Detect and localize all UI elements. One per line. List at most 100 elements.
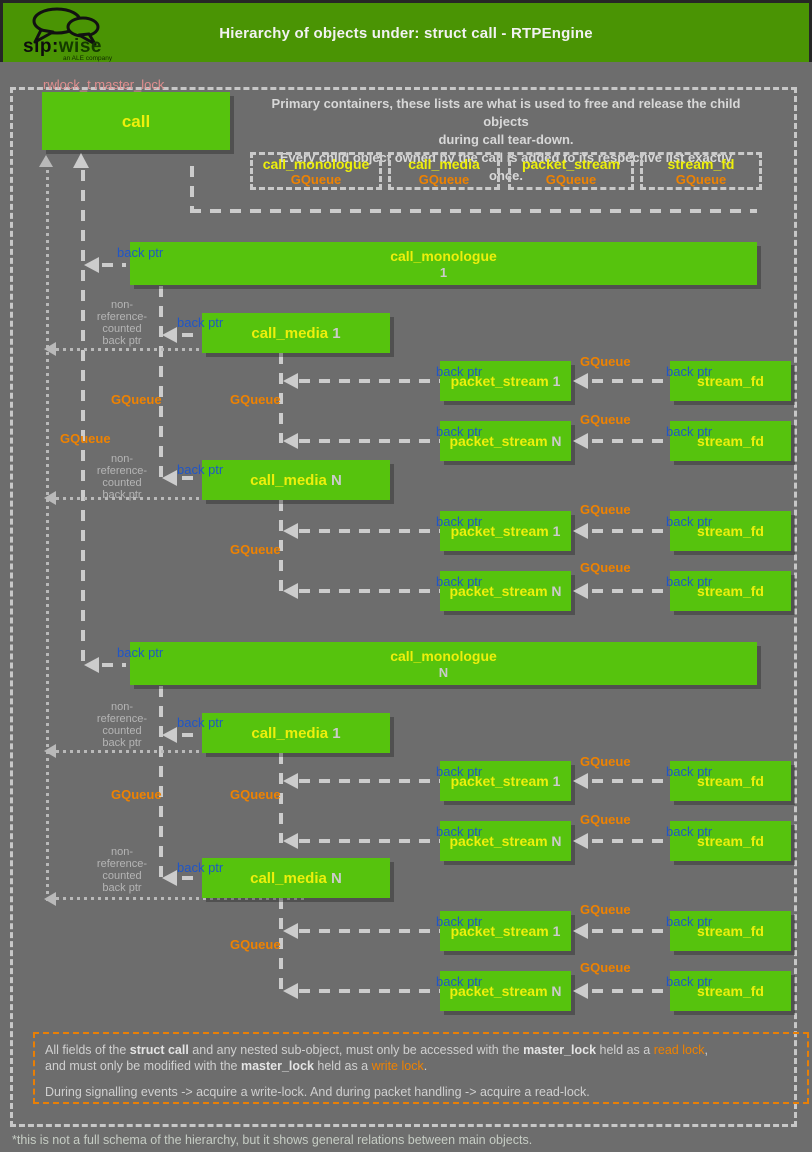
connector-line	[592, 379, 668, 383]
arrow-left-icon	[283, 833, 298, 849]
connector-line	[299, 439, 440, 443]
gqueue-label: GQueue	[230, 787, 281, 802]
nonref-backptr-label: non-reference- counted back ptr	[96, 701, 148, 749]
connector-line	[299, 529, 440, 533]
connector-line	[299, 589, 440, 593]
packet-stream-n-box: packet_stream N	[440, 821, 571, 861]
arrow-left-icon	[283, 983, 298, 999]
connector-line	[592, 779, 668, 783]
arrow-left-icon	[44, 744, 56, 758]
gqueue-label: GQueue	[580, 754, 631, 769]
back-ptr-label: back ptr	[177, 860, 224, 875]
gqueue-label: GQueue	[111, 787, 162, 802]
connector-line	[182, 333, 200, 337]
connector-line	[592, 589, 668, 593]
stream-fd-box: stream_fd	[670, 761, 791, 801]
back-ptr-label: back ptr	[666, 514, 713, 529]
connector-line	[299, 929, 440, 933]
back-ptr-label: back ptr	[436, 574, 483, 589]
master-lock-label: rwlock_t master_lock	[43, 77, 165, 92]
arrow-left-icon	[44, 342, 56, 356]
note-line-2: and must only be modified with the maste…	[45, 1059, 428, 1073]
footnote: *this is not a full schema of the hierar…	[12, 1133, 533, 1147]
connector-line	[299, 839, 440, 843]
connector-line	[102, 263, 126, 267]
legend-box-call-media: call_media GQueue	[388, 152, 500, 190]
arrow-left-icon	[573, 983, 588, 999]
gqueue-label: GQueue	[230, 937, 281, 952]
media-n-box: call_media N	[202, 858, 390, 898]
arrow-left-icon	[44, 491, 56, 505]
gqueue-label: GQueue	[580, 354, 631, 369]
gqueue-label: GQueue	[580, 560, 631, 575]
media-queue-line	[159, 286, 163, 478]
gqueue-label: GQueue	[111, 392, 162, 407]
connector-line	[592, 989, 668, 993]
back-ptr-label: back ptr	[117, 245, 164, 260]
packet-stream-n-box: packet_stream N	[440, 571, 571, 611]
arrow-left-icon	[162, 870, 177, 886]
nonref-backptr-line	[56, 497, 304, 500]
back-ptr-label: back ptr	[666, 424, 713, 439]
gqueue-label: GQueue	[230, 392, 281, 407]
note-line-3: During signalling events -> acquire a wr…	[45, 1085, 590, 1099]
stream-queue-line	[279, 898, 283, 993]
packet-stream-1-box: packet_stream 1	[440, 911, 571, 951]
connector-line	[592, 929, 668, 933]
back-ptr-label: back ptr	[436, 424, 483, 439]
stream-queue-line	[279, 500, 283, 593]
packet-stream-n-box: packet_stream N	[440, 421, 571, 461]
connector-line	[299, 989, 440, 993]
back-ptr-label: back ptr	[436, 364, 483, 379]
arrow-left-icon	[162, 470, 177, 486]
back-ptr-label: back ptr	[117, 645, 164, 660]
connector-line	[182, 733, 200, 737]
nonref-backptr-line	[56, 348, 304, 351]
back-ptr-label: back ptr	[666, 764, 713, 779]
stream-fd-box: stream_fd	[670, 361, 791, 401]
media-1-box: call_media 1	[202, 313, 390, 353]
connector-line	[592, 839, 668, 843]
back-ptr-label: back ptr	[436, 914, 483, 929]
legend-box-call-monologue: call_monologue GQueue	[250, 152, 382, 190]
arrow-left-icon	[283, 583, 298, 599]
stream-fd-box: stream_fd	[670, 421, 791, 461]
back-ptr-label: back ptr	[666, 364, 713, 379]
arrow-left-icon	[573, 923, 588, 939]
speech-bubbles-icon	[32, 7, 100, 46]
nonref-backptr-label: non-reference- counted back ptr	[96, 846, 148, 894]
arrow-left-icon	[44, 892, 56, 906]
nonref-backptr-label: non-reference- counted back ptr	[96, 299, 148, 347]
arrow-left-icon	[573, 833, 588, 849]
gqueue-label: GQueue	[580, 502, 631, 517]
arrow-left-icon	[84, 257, 99, 273]
logo-subtitle: an ALE company	[63, 55, 113, 62]
connector-line	[299, 779, 440, 783]
sipwise-logo: sip:wise an ALE company	[17, 6, 137, 62]
arrow-up-icon	[39, 155, 53, 167]
arrow-left-icon	[283, 523, 298, 539]
gqueue-label: GQueue	[580, 902, 631, 917]
back-ptr-label: back ptr	[177, 715, 224, 730]
nonref-backptr-label: non-reference- counted back ptr	[96, 453, 148, 501]
arrow-left-icon	[573, 583, 588, 599]
gqueue-label: GQueue	[580, 812, 631, 827]
arrow-left-icon	[283, 373, 298, 389]
lock-note-box: All fields of the struct call and any ne…	[33, 1032, 809, 1104]
packet-stream-1-box: packet_stream 1	[440, 361, 571, 401]
packet-stream-n-box: packet_stream N	[440, 971, 571, 1011]
arrow-left-icon	[573, 433, 588, 449]
arrow-left-icon	[162, 727, 177, 743]
monologue-n-box: call_monologue N	[130, 642, 757, 685]
packet-stream-1-box: packet_stream 1	[440, 511, 571, 551]
arrow-up-icon	[73, 153, 89, 168]
connector-line	[592, 439, 668, 443]
monologue-1-box: call_monologue 1	[130, 242, 757, 285]
diagram-frame	[10, 87, 797, 1127]
legend-box-packet-stream: packet_stream GQueue	[508, 152, 634, 190]
call-box-label: call	[121, 111, 151, 131]
back-ptr-label: back ptr	[436, 764, 483, 779]
arrow-left-icon	[573, 373, 588, 389]
back-ptr-label: back ptr	[666, 914, 713, 929]
media-1-box: call_media 1	[202, 713, 390, 753]
